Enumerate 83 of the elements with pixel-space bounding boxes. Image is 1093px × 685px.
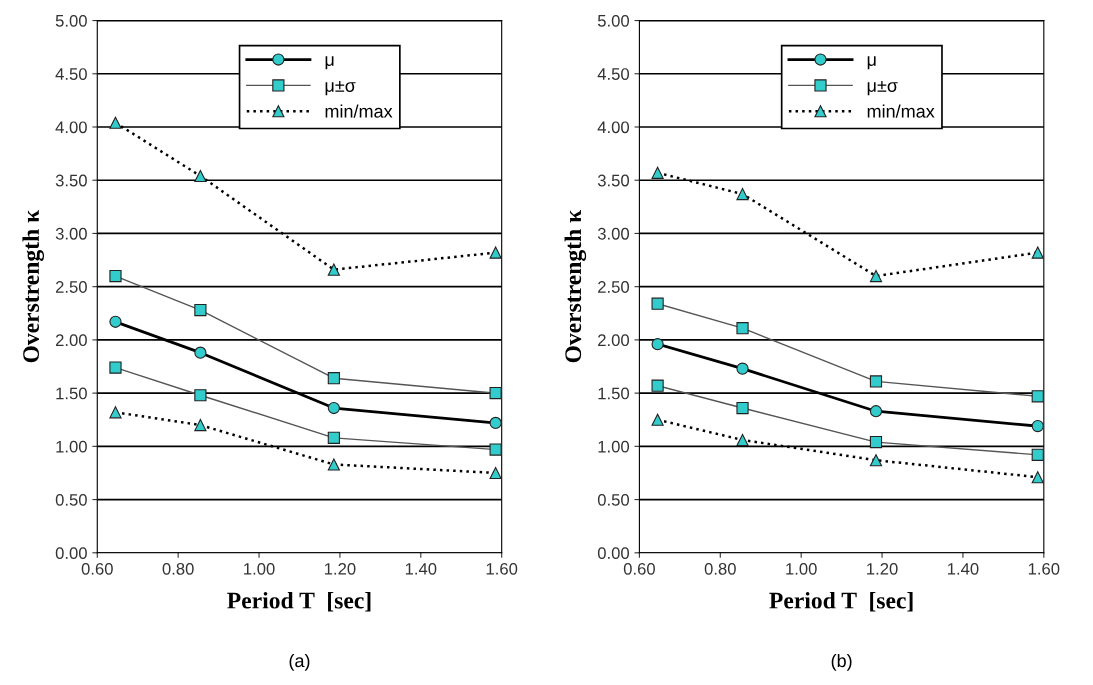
y-axis-title: Overstrength κ — [564, 210, 587, 363]
x-tick-label: 1.60 — [1028, 562, 1060, 575]
point — [327, 458, 340, 471]
y-tick-label: 1.00 — [598, 440, 630, 453]
point — [489, 416, 502, 430]
point — [869, 454, 883, 467]
point — [109, 315, 122, 328]
point — [194, 418, 207, 432]
point — [1031, 471, 1044, 484]
x-tick-label: 0.80 — [162, 562, 194, 575]
y-tick-label: 1.00 — [56, 440, 87, 453]
y-tick-label: 3.50 — [55, 174, 87, 187]
point — [109, 361, 122, 374]
y-tick-label: 0.00 — [597, 547, 630, 559]
point — [651, 338, 664, 351]
point — [194, 169, 207, 183]
point — [736, 362, 749, 375]
point — [1031, 246, 1044, 259]
y-tick-label: 3.00 — [597, 227, 630, 240]
y-tick-label: 0.50 — [597, 493, 630, 506]
text: (a) — [289, 653, 310, 671]
y-tick-label: 3.50 — [597, 174, 630, 187]
x-axis-title: Period T [sec] — [227, 591, 371, 612]
y-tick-label: 0.00 — [55, 547, 87, 559]
point — [736, 401, 749, 415]
legend-label: μ±σ — [867, 80, 898, 96]
point — [489, 246, 502, 259]
point — [327, 372, 340, 385]
x-tick-label: 1.00 — [786, 562, 817, 575]
point — [869, 435, 883, 449]
y-tick-label: 3.00 — [55, 227, 87, 240]
x-tick-label: 1.20 — [324, 562, 356, 575]
x-axis-title: Period T [sec] — [769, 591, 913, 612]
x-tick-label: 1.00 — [244, 562, 275, 575]
point — [651, 379, 664, 392]
y-tick-label: 2.50 — [55, 281, 87, 293]
point — [489, 443, 502, 456]
y-tick-label: 5.00 — [597, 14, 630, 27]
point — [651, 166, 664, 179]
point — [489, 466, 502, 480]
point — [194, 303, 207, 317]
x-tick-label: 1.20 — [867, 562, 898, 575]
y-tick-label: 4.00 — [597, 121, 630, 134]
point — [651, 297, 664, 310]
y-tick-label: 0.50 — [55, 493, 87, 506]
x-tick-label: 1.60 — [486, 562, 518, 575]
point — [736, 433, 749, 447]
legend-label: μ±σ — [325, 80, 356, 96]
point — [109, 116, 122, 129]
text: (b) — [831, 653, 852, 671]
x-tick-label: 0.60 — [623, 562, 655, 575]
point — [109, 406, 122, 419]
legend-label: μ — [325, 56, 334, 70]
point — [651, 413, 664, 426]
point — [869, 269, 883, 283]
point — [194, 389, 207, 402]
y-tick-label: 5.00 — [55, 14, 87, 27]
point — [194, 346, 207, 359]
point — [869, 375, 883, 388]
point — [736, 322, 749, 335]
legend-label: min/max — [325, 104, 393, 118]
x-tick-label: 0.60 — [81, 562, 113, 575]
y-axis-title: Overstrength κ — [22, 210, 45, 363]
point — [869, 405, 883, 418]
y-tick-label: 2.00 — [55, 334, 87, 347]
y-tick-label: 1.50 — [56, 387, 87, 400]
point — [327, 401, 340, 415]
y-tick-label: 2.50 — [598, 281, 630, 293]
y-tick-label: 4.00 — [55, 121, 87, 134]
y-tick-label: 4.50 — [55, 68, 87, 80]
point — [327, 263, 340, 276]
point — [327, 431, 340, 444]
point — [736, 187, 749, 201]
x-tick-label: 0.80 — [704, 562, 736, 575]
legend-label: μ — [867, 56, 876, 70]
point — [1031, 420, 1044, 433]
y-tick-label: 1.50 — [598, 387, 630, 400]
legend-label: min/max — [867, 104, 935, 118]
y-tick-label: 2.00 — [598, 334, 630, 347]
y-tick-label: 4.50 — [597, 68, 630, 80]
point — [109, 269, 122, 283]
x-tick-label: 1.40 — [405, 562, 437, 575]
x-tick-label: 1.40 — [947, 562, 979, 575]
